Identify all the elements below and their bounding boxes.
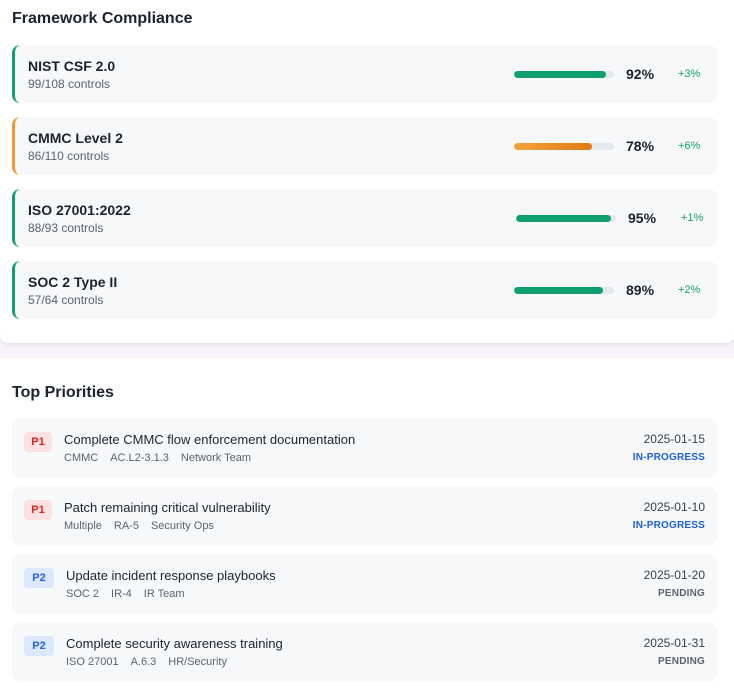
priority-title: Complete security awareness training xyxy=(66,636,283,651)
priority-control: AC.L2-3.1.3 xyxy=(110,452,169,464)
framework-delta: +3% xyxy=(678,68,701,80)
framework-card-iso[interactable]: ISO 27001:2022 88/93 controls 95% +1% xyxy=(12,189,717,247)
priority-control: IR-4 xyxy=(111,588,132,600)
framework-name: SOC 2 Type II xyxy=(28,274,118,290)
priority-due-date: 2025-01-20 xyxy=(643,568,705,582)
priority-item[interactable]: P2 Complete security awareness training … xyxy=(12,623,717,681)
framework-delta: +2% xyxy=(678,284,701,296)
framework-name: CMMC Level 2 xyxy=(28,130,123,146)
priority-control: A.6.3 xyxy=(130,656,157,668)
priority-due-date: 2025-01-15 xyxy=(643,432,705,446)
framework-card-cmmc[interactable]: CMMC Level 2 86/110 controls 78% +6% xyxy=(12,117,717,175)
priority-title: Update incident response playbooks xyxy=(66,568,276,583)
priority-badge: P1 xyxy=(24,432,52,452)
progress-fill xyxy=(514,287,603,294)
priority-title: Patch remaining critical vulnerability xyxy=(64,500,271,515)
priority-meta: CMMC AC.L2-3.1.3 Network Team xyxy=(64,452,251,464)
priority-item[interactable]: P1 Complete CMMC flow enforcement docume… xyxy=(12,419,717,477)
priority-meta: Multiple RA-5 Security Ops xyxy=(64,520,214,532)
priority-meta: ISO 27001 A.6.3 HR/Security xyxy=(66,656,227,668)
progress-fill xyxy=(516,215,611,222)
priority-badge: P2 xyxy=(24,568,54,588)
framework-controls: 57/64 controls xyxy=(28,293,104,307)
priority-due-date: 2025-01-31 xyxy=(643,636,705,650)
priority-status: PENDING xyxy=(658,588,705,599)
framework-percent: 89% xyxy=(626,282,655,298)
priority-meta: SOC 2 IR-4 IR Team xyxy=(66,588,185,600)
framework-name: NIST CSF 2.0 xyxy=(28,58,116,74)
priority-owner: IR Team xyxy=(143,588,185,600)
framework-percent: 78% xyxy=(626,138,655,154)
framework-percent: 95% xyxy=(628,210,657,226)
priority-due-date: 2025-01-10 xyxy=(643,500,705,514)
framework-compliance-panel: Framework Compliance NIST CSF 2.0 99/108… xyxy=(0,0,734,343)
progress-fill xyxy=(514,143,592,150)
progress-bar xyxy=(514,71,614,78)
priority-status: PENDING xyxy=(658,656,705,667)
framework-delta: +6% xyxy=(678,140,701,152)
framework-delta: +1% xyxy=(681,212,704,224)
priority-owner: Security Ops xyxy=(150,520,214,532)
framework-compliance-title: Framework Compliance xyxy=(12,10,193,27)
priority-badge: P1 xyxy=(24,500,52,520)
priority-badge: P2 xyxy=(24,636,54,656)
priority-owner: Network Team xyxy=(180,452,252,464)
progress-bar xyxy=(514,287,614,294)
top-priorities-title: Top Priorities xyxy=(12,384,114,401)
top-priorities-panel: Top Priorities P1 Complete CMMC flow enf… xyxy=(0,358,734,690)
priority-status: IN-PROGRESS xyxy=(632,520,705,531)
priority-control: RA-5 xyxy=(113,520,139,532)
priority-item[interactable]: P1 Patch remaining critical vulnerabilit… xyxy=(12,487,717,545)
progress-bar xyxy=(514,143,614,150)
priority-owner: HR/Security xyxy=(168,656,227,668)
priority-framework: CMMC xyxy=(64,452,99,464)
priority-status: IN-PROGRESS xyxy=(632,452,705,463)
framework-controls: 86/110 controls xyxy=(28,149,110,163)
framework-card-soc2[interactable]: SOC 2 Type II 57/64 controls 89% +2% xyxy=(12,261,717,319)
framework-name: ISO 27001:2022 xyxy=(28,202,131,218)
framework-controls: 99/108 controls xyxy=(28,77,111,91)
priority-framework: Multiple xyxy=(64,520,102,532)
progress-bar xyxy=(516,215,616,222)
progress-fill xyxy=(514,71,606,78)
framework-controls: 88/93 controls xyxy=(28,221,104,235)
priority-framework: SOC 2 xyxy=(66,588,100,600)
priority-title: Complete CMMC flow enforcement documenta… xyxy=(64,432,356,447)
framework-card-nist[interactable]: NIST CSF 2.0 99/108 controls 92% +3% xyxy=(12,45,717,103)
framework-percent: 92% xyxy=(626,66,655,82)
priority-item[interactable]: P2 Update incident response playbooks SO… xyxy=(12,555,717,613)
priority-framework: ISO 27001 xyxy=(66,656,119,668)
